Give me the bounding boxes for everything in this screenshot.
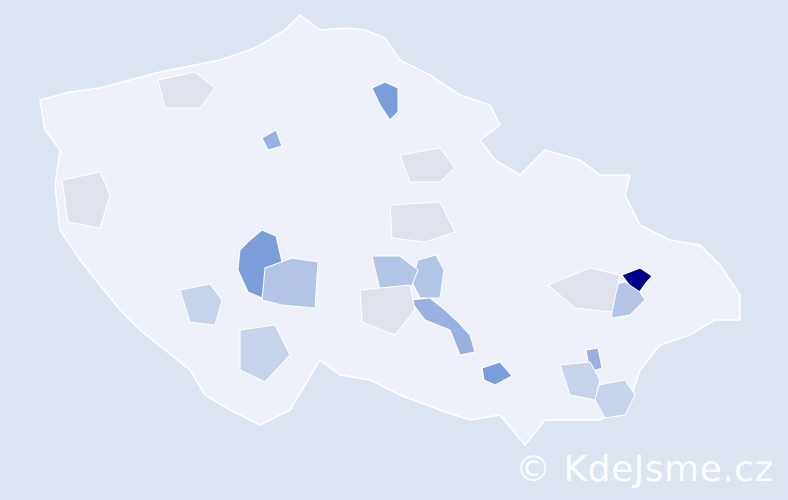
district-regions xyxy=(61,71,653,419)
district-region-light[interactable] xyxy=(399,147,456,183)
district-region-strong[interactable] xyxy=(481,361,513,386)
district-region-mid_light[interactable] xyxy=(239,324,291,383)
district-region-medium[interactable] xyxy=(409,297,476,356)
district-region-mid[interactable] xyxy=(261,257,319,309)
country-outline xyxy=(39,14,741,447)
district-region-light[interactable] xyxy=(359,284,416,336)
district-region-light[interactable] xyxy=(157,71,216,109)
district-region-light[interactable] xyxy=(61,171,111,229)
district-region-medium[interactable] xyxy=(261,129,283,151)
district-region-light[interactable] xyxy=(547,267,621,313)
watermark-logo: © KdeJsme.cz xyxy=(515,449,774,490)
district-region-mid[interactable] xyxy=(611,281,646,319)
district-region-mid_light[interactable] xyxy=(179,283,223,326)
district-region-strong[interactable] xyxy=(371,81,399,121)
district-region-mid_light[interactable] xyxy=(559,361,601,401)
district-region-mid[interactable] xyxy=(371,255,419,291)
district-region-light[interactable] xyxy=(389,201,456,243)
